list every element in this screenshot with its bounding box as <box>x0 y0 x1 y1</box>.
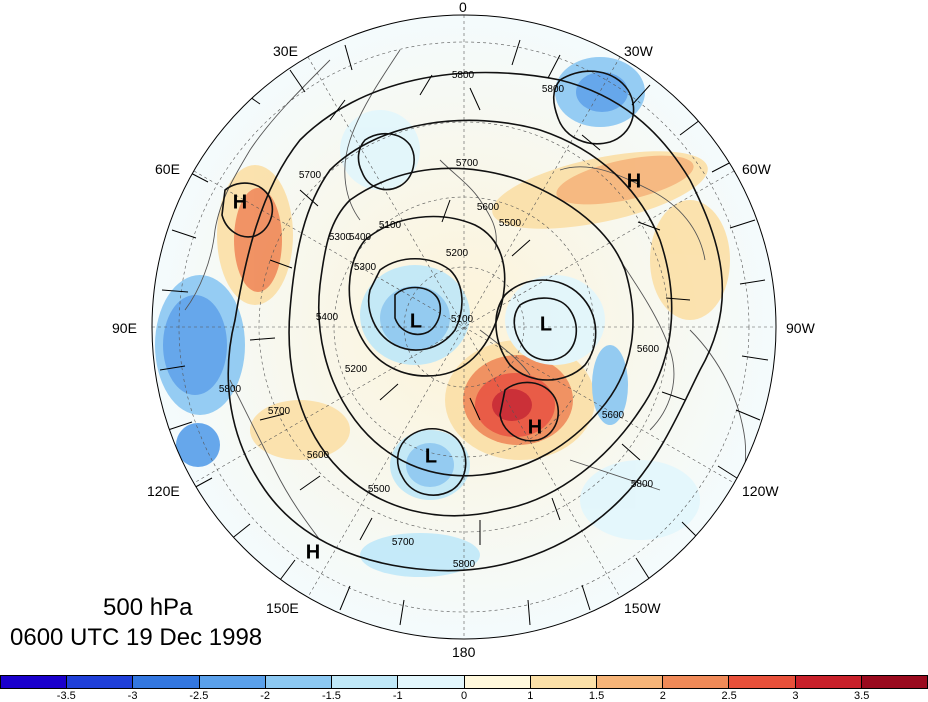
contour-label: 5600 <box>602 410 625 421</box>
contour-label: 5100 <box>379 220 402 231</box>
contour-label: 5700 <box>299 170 322 181</box>
lon-label-180: 180 <box>452 644 476 660</box>
high-center-east-asia: H <box>306 541 320 563</box>
low-center-north-canada: L <box>540 313 552 335</box>
colorbar-tick-label: -2 <box>260 690 271 702</box>
colorbar-tick-label: -1 <box>392 690 403 702</box>
contour-label: 5800 <box>631 479 654 490</box>
low-center-siberia: L <box>410 310 422 332</box>
colorbar-box <box>66 675 133 689</box>
contour-label: 5700 <box>392 537 415 548</box>
lon-label-120w: 120W <box>742 483 779 499</box>
colorbar-box <box>860 675 928 689</box>
colorbar-box <box>728 675 795 689</box>
colorbar <box>0 675 928 689</box>
colorbar-tick-label: -3.5 <box>56 690 76 702</box>
level-label: 500 hPa <box>103 594 193 621</box>
high-center-north-atlantic: H <box>627 170 641 192</box>
colorbar-tick-label: 2.5 <box>721 690 737 702</box>
contour-label: 5500 <box>368 484 391 495</box>
colorbar-tick-label: 3 <box>792 690 799 702</box>
lon-label-150e: 150E <box>266 600 299 616</box>
colorbar-box <box>794 675 861 689</box>
contour-label: 5400 <box>316 312 339 323</box>
colorbar-box <box>463 675 530 689</box>
lon-label-60e: 60E <box>155 161 180 177</box>
land-outlines <box>184 49 747 541</box>
colorbar-box <box>0 675 67 689</box>
colorbar-tick-label: 1.5 <box>588 690 605 702</box>
contour-label: 5200 <box>446 248 469 259</box>
lon-label-150w: 150W <box>624 600 661 616</box>
low-center-bering-sea: L <box>425 445 437 467</box>
lon-label-30w: 30W <box>624 43 653 59</box>
high-center-north-pacific: H <box>528 416 542 438</box>
contour-label: 5600 <box>477 202 500 213</box>
lon-label-90w: 90W <box>786 320 815 336</box>
lon-label-60w: 60W <box>742 161 771 177</box>
height-contours <box>221 70 724 572</box>
lon-label-30e: 30E <box>273 43 298 59</box>
contour-label: 5800 <box>219 384 242 395</box>
contour-label: 5700 <box>456 158 479 169</box>
lon-label-120e: 120E <box>147 483 180 499</box>
contour-label: 5600 <box>637 344 660 355</box>
contour-label: 5300 <box>354 262 377 273</box>
contour-label: 5300 <box>329 232 352 243</box>
contour-label: 5800 <box>542 84 565 95</box>
graticule <box>152 15 776 639</box>
colorbar-box <box>331 675 398 689</box>
colorbar-tick-label: 2 <box>659 690 666 702</box>
contour-label: 5400 <box>349 232 372 243</box>
pressure-centers: H H H H L L L <box>233 170 641 563</box>
contour-label: 5700 <box>268 406 291 417</box>
colorbar-tick-label: 0 <box>460 690 468 702</box>
colorbar-box <box>662 675 729 689</box>
globe-outline <box>151 14 777 640</box>
colorbar-tick-label: -2.5 <box>189 690 209 702</box>
colorbar-box <box>132 675 199 689</box>
colorbar-box <box>264 675 332 689</box>
colorbar-tick-label: -1.5 <box>321 690 341 702</box>
lon-label-0: 0 <box>459 0 467 15</box>
contour-label: 5200 <box>345 364 368 375</box>
colorbar-tick-label: 1 <box>527 690 534 702</box>
contour-labels: 5800570056005500540053005200510057005800… <box>219 70 660 570</box>
contour-label: 5600 <box>307 450 330 461</box>
contour-label: 5100 <box>451 314 474 325</box>
valid-time-label: 0600 UTC 19 Dec 1998 <box>10 624 263 651</box>
colorbar-tick-label: -3 <box>127 690 138 702</box>
contour-label: 5800 <box>453 559 476 570</box>
contour-label: 5500 <box>499 218 522 229</box>
high-center-central-asia: H <box>233 191 247 213</box>
colorbar-box <box>529 675 596 689</box>
lon-label-90e: 90E <box>112 320 137 336</box>
colorbar-box <box>198 675 265 689</box>
contour-label: 5800 <box>452 70 475 81</box>
colorbar-tick-label: 3.5 <box>854 690 870 702</box>
colorbar-box <box>397 675 464 689</box>
colorbar-box <box>595 675 663 689</box>
